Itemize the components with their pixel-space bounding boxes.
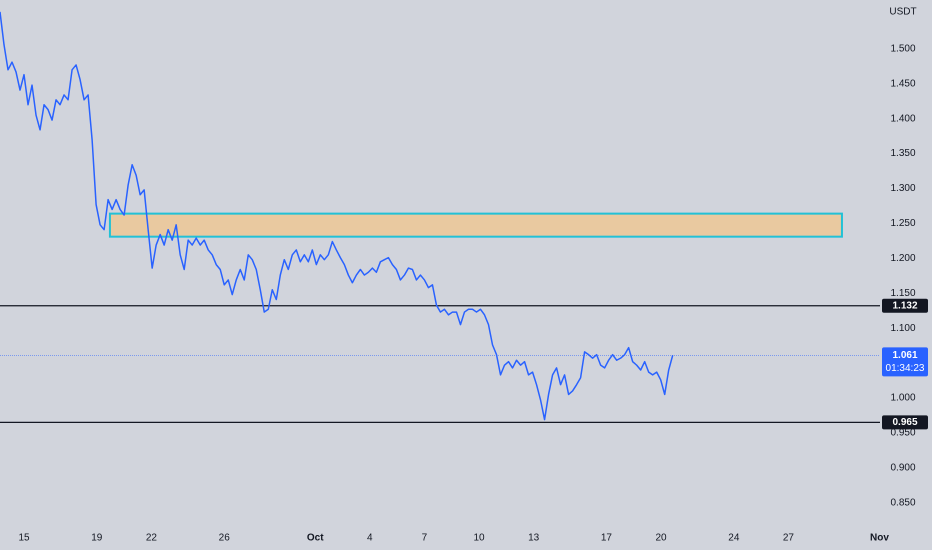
y-tick-label: 1.400 (890, 113, 915, 124)
x-tick-label: 15 (18, 533, 30, 544)
y-tick-label: 0.900 (890, 462, 915, 473)
level-tag (882, 298, 928, 313)
x-tick-label: 13 (528, 533, 540, 544)
x-tick-label: 22 (146, 533, 158, 544)
level-tag-label: 1.132 (892, 300, 917, 311)
x-tick-label: Nov (870, 533, 889, 544)
last-price-tag (882, 347, 928, 377)
x-tick-label: 7 (422, 533, 428, 544)
level-tag-label: 0.965 (892, 417, 917, 428)
y-tick-label: 1.300 (890, 183, 915, 194)
y-tick-label: 1.500 (890, 44, 915, 55)
countdown-label: 01:34:23 (886, 363, 925, 374)
y-tick-label: 1.200 (890, 253, 915, 264)
y-tick-label: 1.450 (890, 78, 915, 89)
x-tick-label: 20 (655, 533, 667, 544)
y-tick-label: 1.350 (890, 148, 915, 159)
x-tick-label: Oct (307, 533, 324, 544)
last-price-label: 1.061 (892, 350, 917, 361)
x-tick-label: 10 (473, 533, 485, 544)
y-tick-label: 1.000 (890, 393, 915, 404)
zone (108, 212, 843, 238)
price-line (0, 11, 674, 421)
y-tick-label: 1.100 (890, 323, 915, 334)
x-tick-label: 19 (91, 533, 103, 544)
level-tag (882, 415, 928, 430)
y-tick-label: 1.150 (890, 288, 915, 299)
x-tick-label: 24 (728, 533, 740, 544)
x-tick-label: 26 (219, 533, 231, 544)
axis-title: USDT (889, 7, 916, 18)
y-tick-label: 1.250 (890, 218, 915, 229)
y-tick-label: 0.950 (890, 427, 915, 438)
x-tick-label: 17 (601, 533, 613, 544)
y-tick-label: 0.850 (890, 497, 915, 508)
x-tick-label: 27 (783, 533, 795, 544)
x-tick-label: 4 (367, 533, 373, 544)
